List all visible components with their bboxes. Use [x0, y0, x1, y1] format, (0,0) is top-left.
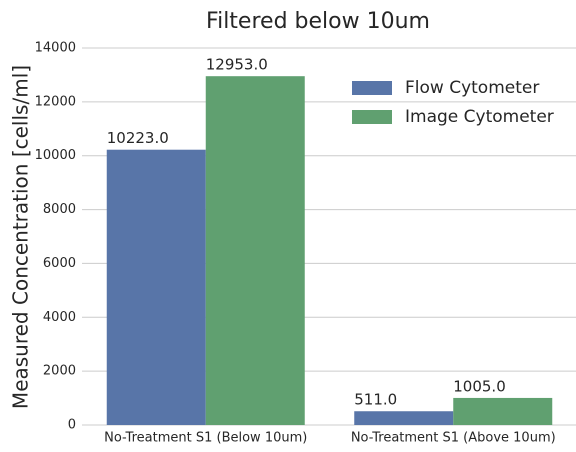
- legend-label: Image Cytometer: [405, 107, 554, 127]
- x-tick-label: No-Treatment S1 (Above 10um): [351, 431, 556, 446]
- y-tick-label: 6000: [43, 256, 76, 271]
- value-label: 10223.0: [107, 129, 169, 147]
- chart-title: Filtered below 10um: [206, 9, 430, 34]
- y-tick-label: 2000: [43, 364, 76, 379]
- legend-swatch: [352, 110, 392, 124]
- y-tick-label: 0: [68, 418, 76, 433]
- value-label: 12953.0: [206, 56, 268, 74]
- bar: [205, 76, 305, 425]
- bar: [354, 411, 454, 425]
- y-tick-label: 14000: [35, 41, 76, 56]
- y-axis-label: Measured Concentration [cells/ml]: [9, 65, 33, 409]
- bar: [106, 149, 206, 425]
- y-tick-label: 12000: [35, 94, 76, 109]
- legend-swatch: [352, 81, 392, 95]
- legend-label: Flow Cytometer: [405, 78, 539, 98]
- y-tick-label: 8000: [43, 202, 76, 217]
- value-label: 511.0: [354, 391, 397, 409]
- x-tick-label: No-Treatment S1 (Below 10um): [104, 431, 307, 446]
- y-tick-label: 10000: [35, 148, 76, 163]
- value-label: 1005.0: [453, 377, 506, 395]
- y-tick-label: 4000: [43, 310, 76, 325]
- bar: [453, 397, 553, 425]
